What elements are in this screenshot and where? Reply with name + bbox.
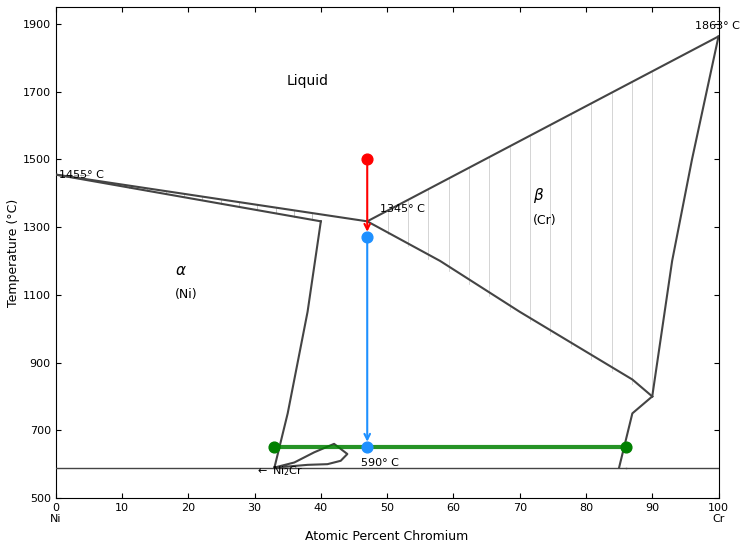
Text: $\leftarrow$ Ni$_2$Cr: $\leftarrow$ Ni$_2$Cr: [254, 464, 303, 478]
Point: [362, 233, 374, 241]
Text: (Ni): (Ni): [175, 288, 198, 301]
Y-axis label: Temperature (°C): Temperature (°C): [7, 199, 20, 306]
Text: 590° C: 590° C: [361, 458, 398, 468]
Text: $\alpha$: $\alpha$: [175, 262, 187, 278]
Point: [362, 155, 374, 164]
Text: 1455° C: 1455° C: [59, 169, 104, 180]
Text: Liquid: Liquid: [286, 74, 328, 88]
Point: [268, 443, 280, 452]
X-axis label: Atomic Percent Chromium: Atomic Percent Chromium: [305, 530, 469, 543]
Text: (Cr): (Cr): [533, 214, 556, 227]
Point: [362, 443, 374, 452]
Text: 1863° C: 1863° C: [695, 20, 740, 31]
Point: [620, 443, 632, 452]
Text: $\beta$: $\beta$: [533, 186, 544, 205]
Text: 1345° C: 1345° C: [380, 204, 425, 214]
